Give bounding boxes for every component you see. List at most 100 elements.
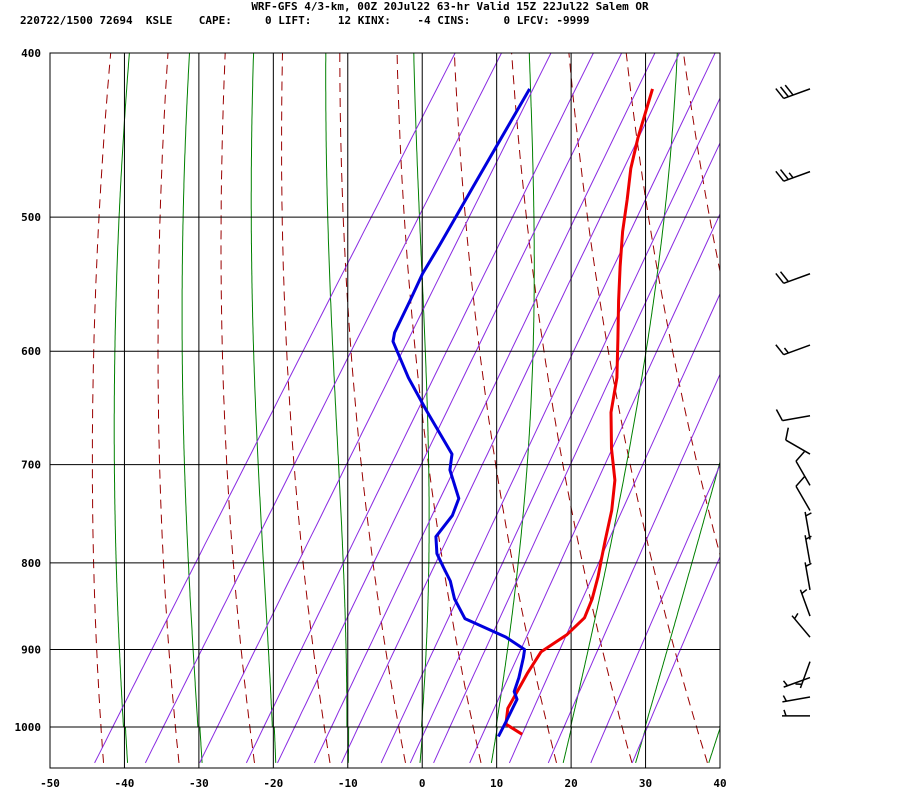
x-tick-label: 30 (639, 777, 652, 790)
barb-staff (804, 535, 811, 563)
wind-barb (782, 695, 811, 703)
mixing-ratio-line (199, 53, 552, 764)
moist-adiabat (708, 724, 720, 764)
mixing-ratio-line (144, 53, 503, 764)
y-tick-label: 800 (21, 557, 41, 570)
dewpoint-line (391, 88, 531, 738)
wind-barbs (775, 84, 812, 717)
barb-half-feather (801, 588, 808, 595)
x-tick-label: -50 (40, 777, 60, 790)
barb-feather (779, 271, 789, 283)
moist-adiabat (250, 53, 277, 763)
wind-barb (799, 588, 811, 617)
barb-half-feather (783, 347, 789, 354)
wind-barb (804, 562, 812, 591)
mixing-ratio-line (547, 373, 720, 764)
mixing-ratio-line (380, 53, 716, 764)
barb-staff (795, 460, 811, 486)
dry-adiabat (396, 53, 482, 764)
barb-half-feather (805, 535, 812, 540)
wind-barb (775, 409, 811, 422)
x-tick-label: 0 (419, 777, 426, 790)
mixing-ratio-line (631, 555, 720, 764)
barb-staff (783, 344, 811, 356)
barb-feather (779, 169, 789, 180)
y-tick-label: 900 (21, 643, 41, 656)
barb-half-feather (793, 612, 799, 620)
barb-staff (795, 485, 811, 511)
grid (50, 53, 720, 768)
profiles (391, 88, 654, 738)
mixing-ratio-line (94, 53, 456, 764)
moist-adiabat (635, 460, 720, 764)
barb-staff (804, 511, 811, 540)
wind-barb (782, 709, 810, 717)
dry-adiabat (568, 53, 708, 764)
x-tick-labels: -50 -40 -30 -20 -10 0 10 20 30 40 (40, 777, 727, 790)
wind-barb (785, 427, 811, 455)
barb-half-feather (783, 709, 787, 717)
x-tick-label: -30 (189, 777, 209, 790)
mixing-ratio-line (277, 53, 623, 764)
wind-barb (795, 661, 811, 689)
dry-adiabat (220, 53, 255, 763)
mixing-ratio-line (433, 141, 720, 764)
mixing-ratio-line (409, 97, 720, 764)
barb-feather (784, 84, 794, 96)
y-tick-label: 1000 (15, 721, 42, 734)
sounding-stats: 220722/1500 72694 KSLE CAPE: 0 LIFT: 12 … (20, 14, 590, 27)
dry-adiabat (91, 53, 112, 763)
barb-feather (775, 409, 784, 421)
wind-barb (782, 676, 811, 688)
mixing-ratio-line (341, 53, 680, 764)
temperature-line (504, 88, 654, 736)
barb-half-feather (782, 695, 788, 702)
x-tick-label: 20 (564, 777, 577, 790)
barb-half-feather (805, 562, 812, 567)
moist-adiabat (181, 53, 203, 763)
dry-adiabat (682, 53, 720, 274)
wind-barb (775, 169, 811, 182)
barb-feather (775, 272, 785, 284)
dry-adiabat (157, 53, 180, 763)
wind-barb (775, 84, 811, 100)
barb-staff (783, 273, 811, 285)
x-tick-label: -20 (263, 777, 283, 790)
wind-barb (775, 271, 811, 285)
barb-staff (782, 415, 811, 422)
barb-half-feather (782, 680, 789, 687)
barb-staff (783, 170, 811, 182)
barb-half-feather (805, 512, 812, 517)
barb-staff (804, 562, 811, 591)
wind-barb (795, 476, 811, 511)
y-tick-label: 700 (21, 459, 41, 472)
barb-feather (779, 86, 789, 98)
background-lines (91, 15, 900, 764)
barb-staff (785, 439, 811, 455)
barb-feather (775, 170, 785, 182)
dry-adiabat (848, 15, 900, 763)
plot-frame (49, 52, 721, 769)
moist-adiabat (490, 53, 535, 763)
y-tick-label: 600 (21, 345, 41, 358)
y-tick-label: 400 (21, 47, 41, 60)
y-tick-labels: 400 500 600 700 800 900 1000 (15, 47, 42, 734)
moist-adiabat (413, 53, 430, 763)
barb-half-feather (788, 172, 794, 179)
mixing-ratio-line (245, 53, 594, 764)
x-tick-label: 10 (490, 777, 503, 790)
wind-barb (804, 535, 812, 563)
mixing-ratio-line (508, 292, 720, 764)
barb-feather (795, 476, 805, 487)
barb-feather (795, 451, 805, 462)
barb-staff (783, 88, 811, 100)
dry-adiabat (511, 53, 633, 764)
x-tick-label: 40 (713, 777, 726, 790)
mixing-ratio-line (313, 53, 656, 764)
moist-adiabat (113, 53, 130, 763)
barb-staff (782, 696, 811, 703)
wind-barb (795, 451, 811, 486)
x-tick-label: -40 (115, 777, 135, 790)
barb-feather (775, 88, 785, 99)
barb-staff (783, 676, 811, 688)
